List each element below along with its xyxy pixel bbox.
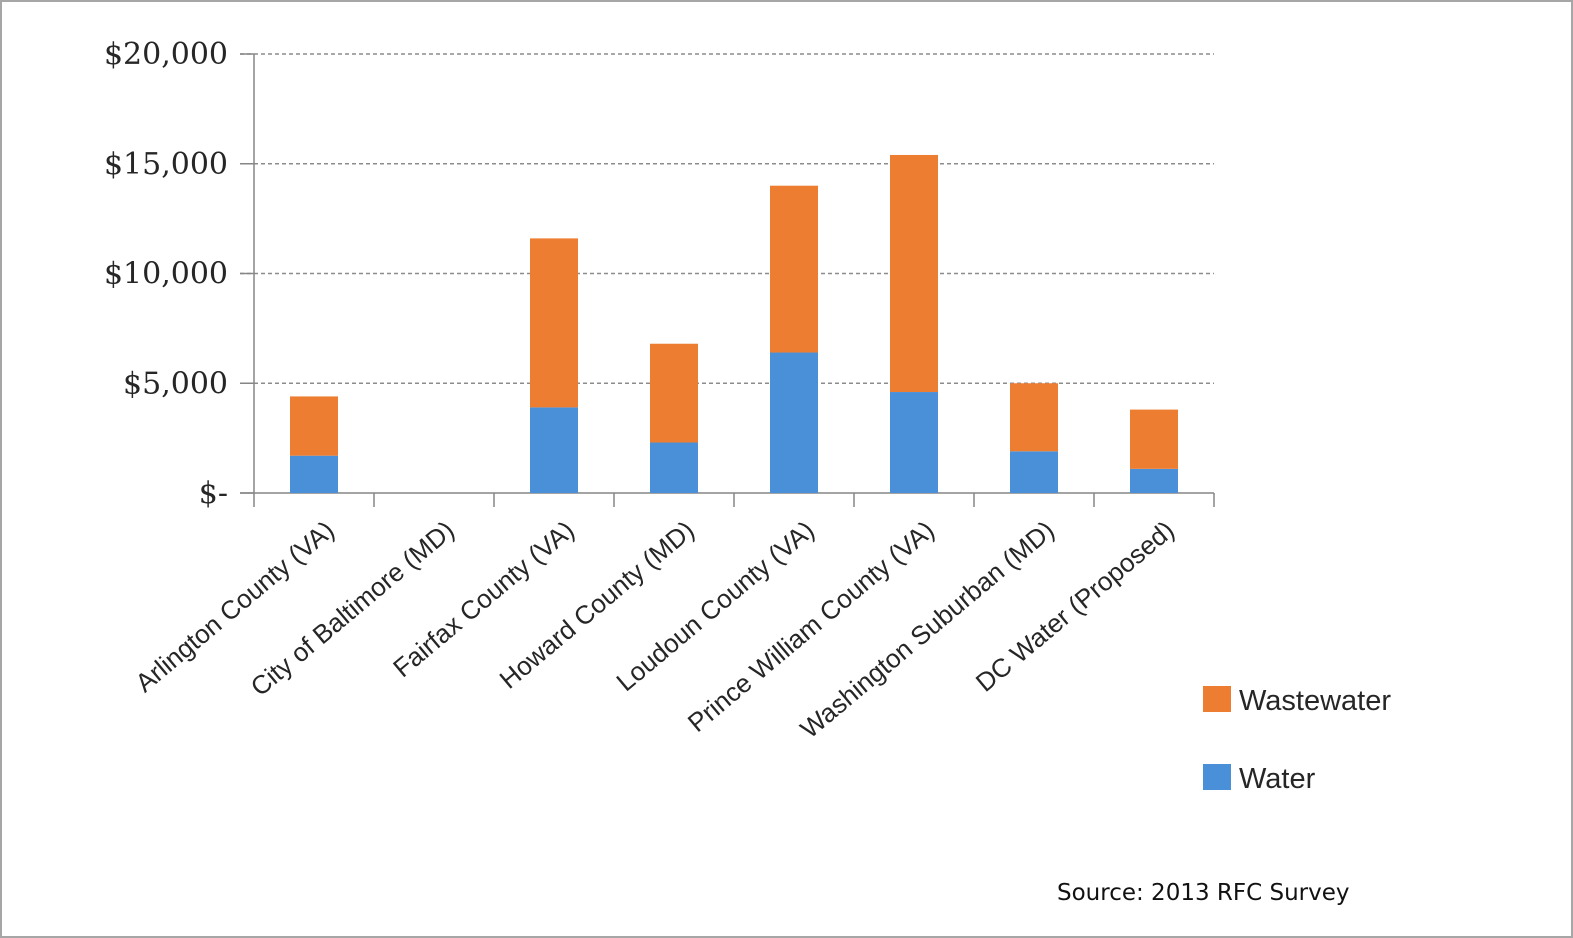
source-note: Source: 2013 RFC Survey bbox=[1057, 880, 1350, 906]
x-tick-labels: Arlington County (VA)City of Baltimore (… bbox=[129, 515, 1179, 745]
x-category-label: Prince William County (VA) bbox=[682, 515, 940, 738]
x-category-label: Loudoun County (VA) bbox=[610, 515, 819, 697]
y-tick-label: $10,000 bbox=[104, 257, 228, 292]
x-category-label: Howard County (MD) bbox=[494, 515, 700, 695]
axes bbox=[240, 53, 1215, 507]
bars bbox=[290, 154, 1178, 493]
y-tick-labels: $- $5,000 $10,000 $15,000 $20,000 bbox=[104, 37, 228, 511]
y-tick-label: $- bbox=[199, 476, 228, 511]
bar-wastewater-6 bbox=[1010, 383, 1058, 452]
bar-wastewater-5 bbox=[890, 154, 938, 393]
bar-water-6 bbox=[1010, 451, 1058, 493]
gridlines bbox=[240, 53, 1214, 384]
x-category-label: Washington Suburban (MD) bbox=[794, 515, 1059, 745]
x-category-label: DC Water (Proposed) bbox=[970, 515, 1180, 698]
x-category-label: Arlington County (VA) bbox=[129, 515, 339, 698]
bar-wastewater-3 bbox=[650, 343, 698, 443]
bar-wastewater-2 bbox=[530, 238, 578, 408]
legend-swatch-wastewater bbox=[1203, 686, 1231, 712]
bar-water-7 bbox=[1130, 468, 1178, 493]
bar-wastewater-4 bbox=[770, 185, 818, 353]
y-tick-label: $5,000 bbox=[123, 366, 228, 401]
legend-label-wastewater: Wastewater bbox=[1239, 685, 1391, 717]
y-tick-label: $20,000 bbox=[104, 37, 228, 72]
bar-water-0 bbox=[290, 455, 338, 493]
legend-label-water: Water bbox=[1239, 763, 1316, 795]
bar-water-3 bbox=[650, 442, 698, 493]
bar-water-5 bbox=[890, 392, 938, 493]
bar-water-4 bbox=[770, 352, 818, 493]
bar-wastewater-7 bbox=[1130, 409, 1178, 469]
y-tick-label: $15,000 bbox=[104, 147, 228, 182]
legend-swatch-water bbox=[1203, 764, 1231, 790]
legend: Wastewater Water bbox=[1203, 685, 1391, 795]
bar-water-2 bbox=[530, 407, 578, 493]
x-category-label: City of Baltimore (MD) bbox=[245, 515, 460, 702]
bar-wastewater-0 bbox=[290, 396, 338, 456]
